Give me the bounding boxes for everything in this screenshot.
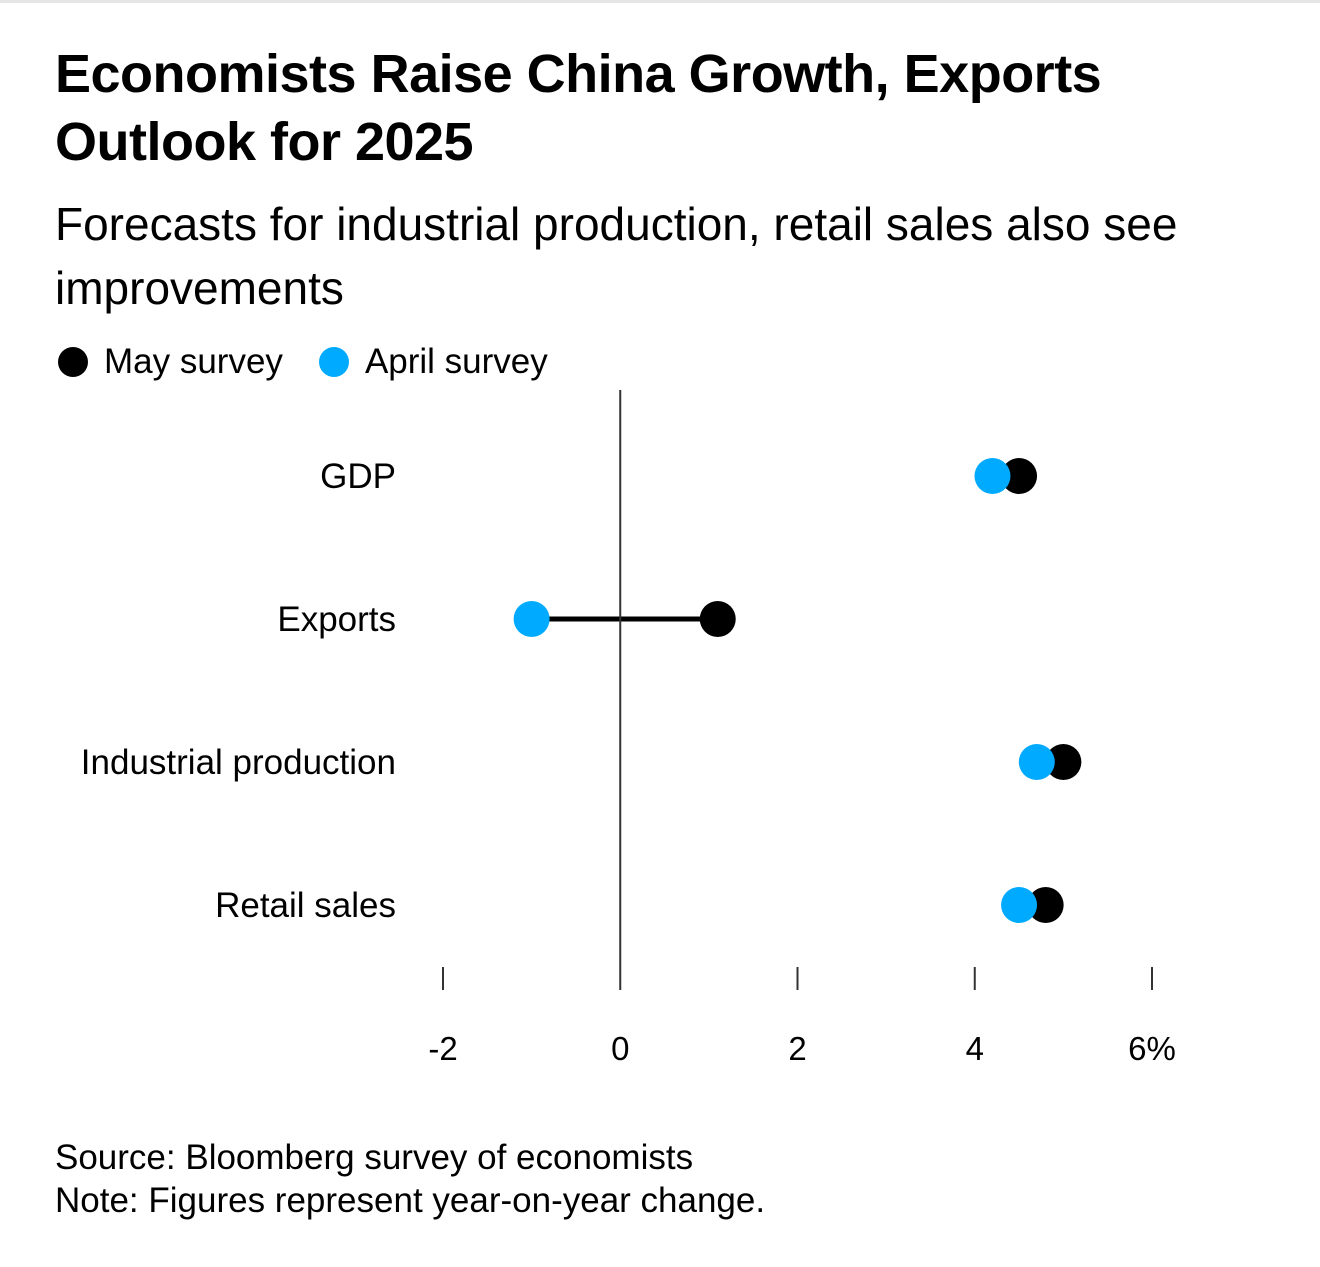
category-label: Industrial production xyxy=(81,743,396,782)
data-points xyxy=(513,458,1082,923)
legend-item-may: May survey xyxy=(58,342,283,382)
source-note: Source: Bloomberg survey of economists xyxy=(55,1138,694,1177)
legend-label-april: April survey xyxy=(364,342,548,381)
point-april xyxy=(513,601,550,637)
x-tick-label: 4 xyxy=(966,1030,984,1067)
chart-title: Economists Raise China Growth, Exports O… xyxy=(55,44,1102,172)
x-axis-ticks xyxy=(442,967,1153,990)
x-tick-label: 2 xyxy=(788,1030,806,1067)
x-axis-tick-labels: -2 0 2 4 6% xyxy=(428,1030,1176,1067)
point-april xyxy=(1018,744,1055,780)
legend: May survey April survey xyxy=(58,342,584,382)
footer: Source: Bloomberg survey of economists N… xyxy=(55,1136,765,1222)
top-border xyxy=(0,0,1320,3)
x-tick-label: -2 xyxy=(428,1030,457,1067)
point-may xyxy=(1001,458,1038,494)
category-labels: GDP Exports Industrial production Retail sa… xyxy=(81,457,396,925)
legend-marker-may xyxy=(58,347,88,377)
point-may xyxy=(699,601,736,637)
x-tick-label: 6% xyxy=(1128,1030,1176,1067)
category-label: Exports xyxy=(277,600,396,639)
point-april xyxy=(974,458,1011,494)
connectors xyxy=(531,473,1064,908)
dumbbell-chart: -2 0 2 4 6% GDP Exports Industrial production R… xyxy=(81,390,1176,1067)
legend-label-may: May survey xyxy=(104,342,283,381)
legend-item-april: April survey xyxy=(318,342,548,382)
point-april xyxy=(1001,887,1038,923)
category-label: GDP xyxy=(320,457,396,496)
chart-subtitle: Forecasts for industrial production, ret… xyxy=(55,198,1178,314)
legend-marker-april xyxy=(318,347,349,377)
point-may xyxy=(1045,744,1082,780)
figures-note: Note: Figures represent year-on-year cha… xyxy=(55,1181,766,1220)
point-may xyxy=(1027,887,1064,923)
category-label: Retail sales xyxy=(215,886,396,925)
x-tick-label: 0 xyxy=(611,1030,629,1067)
